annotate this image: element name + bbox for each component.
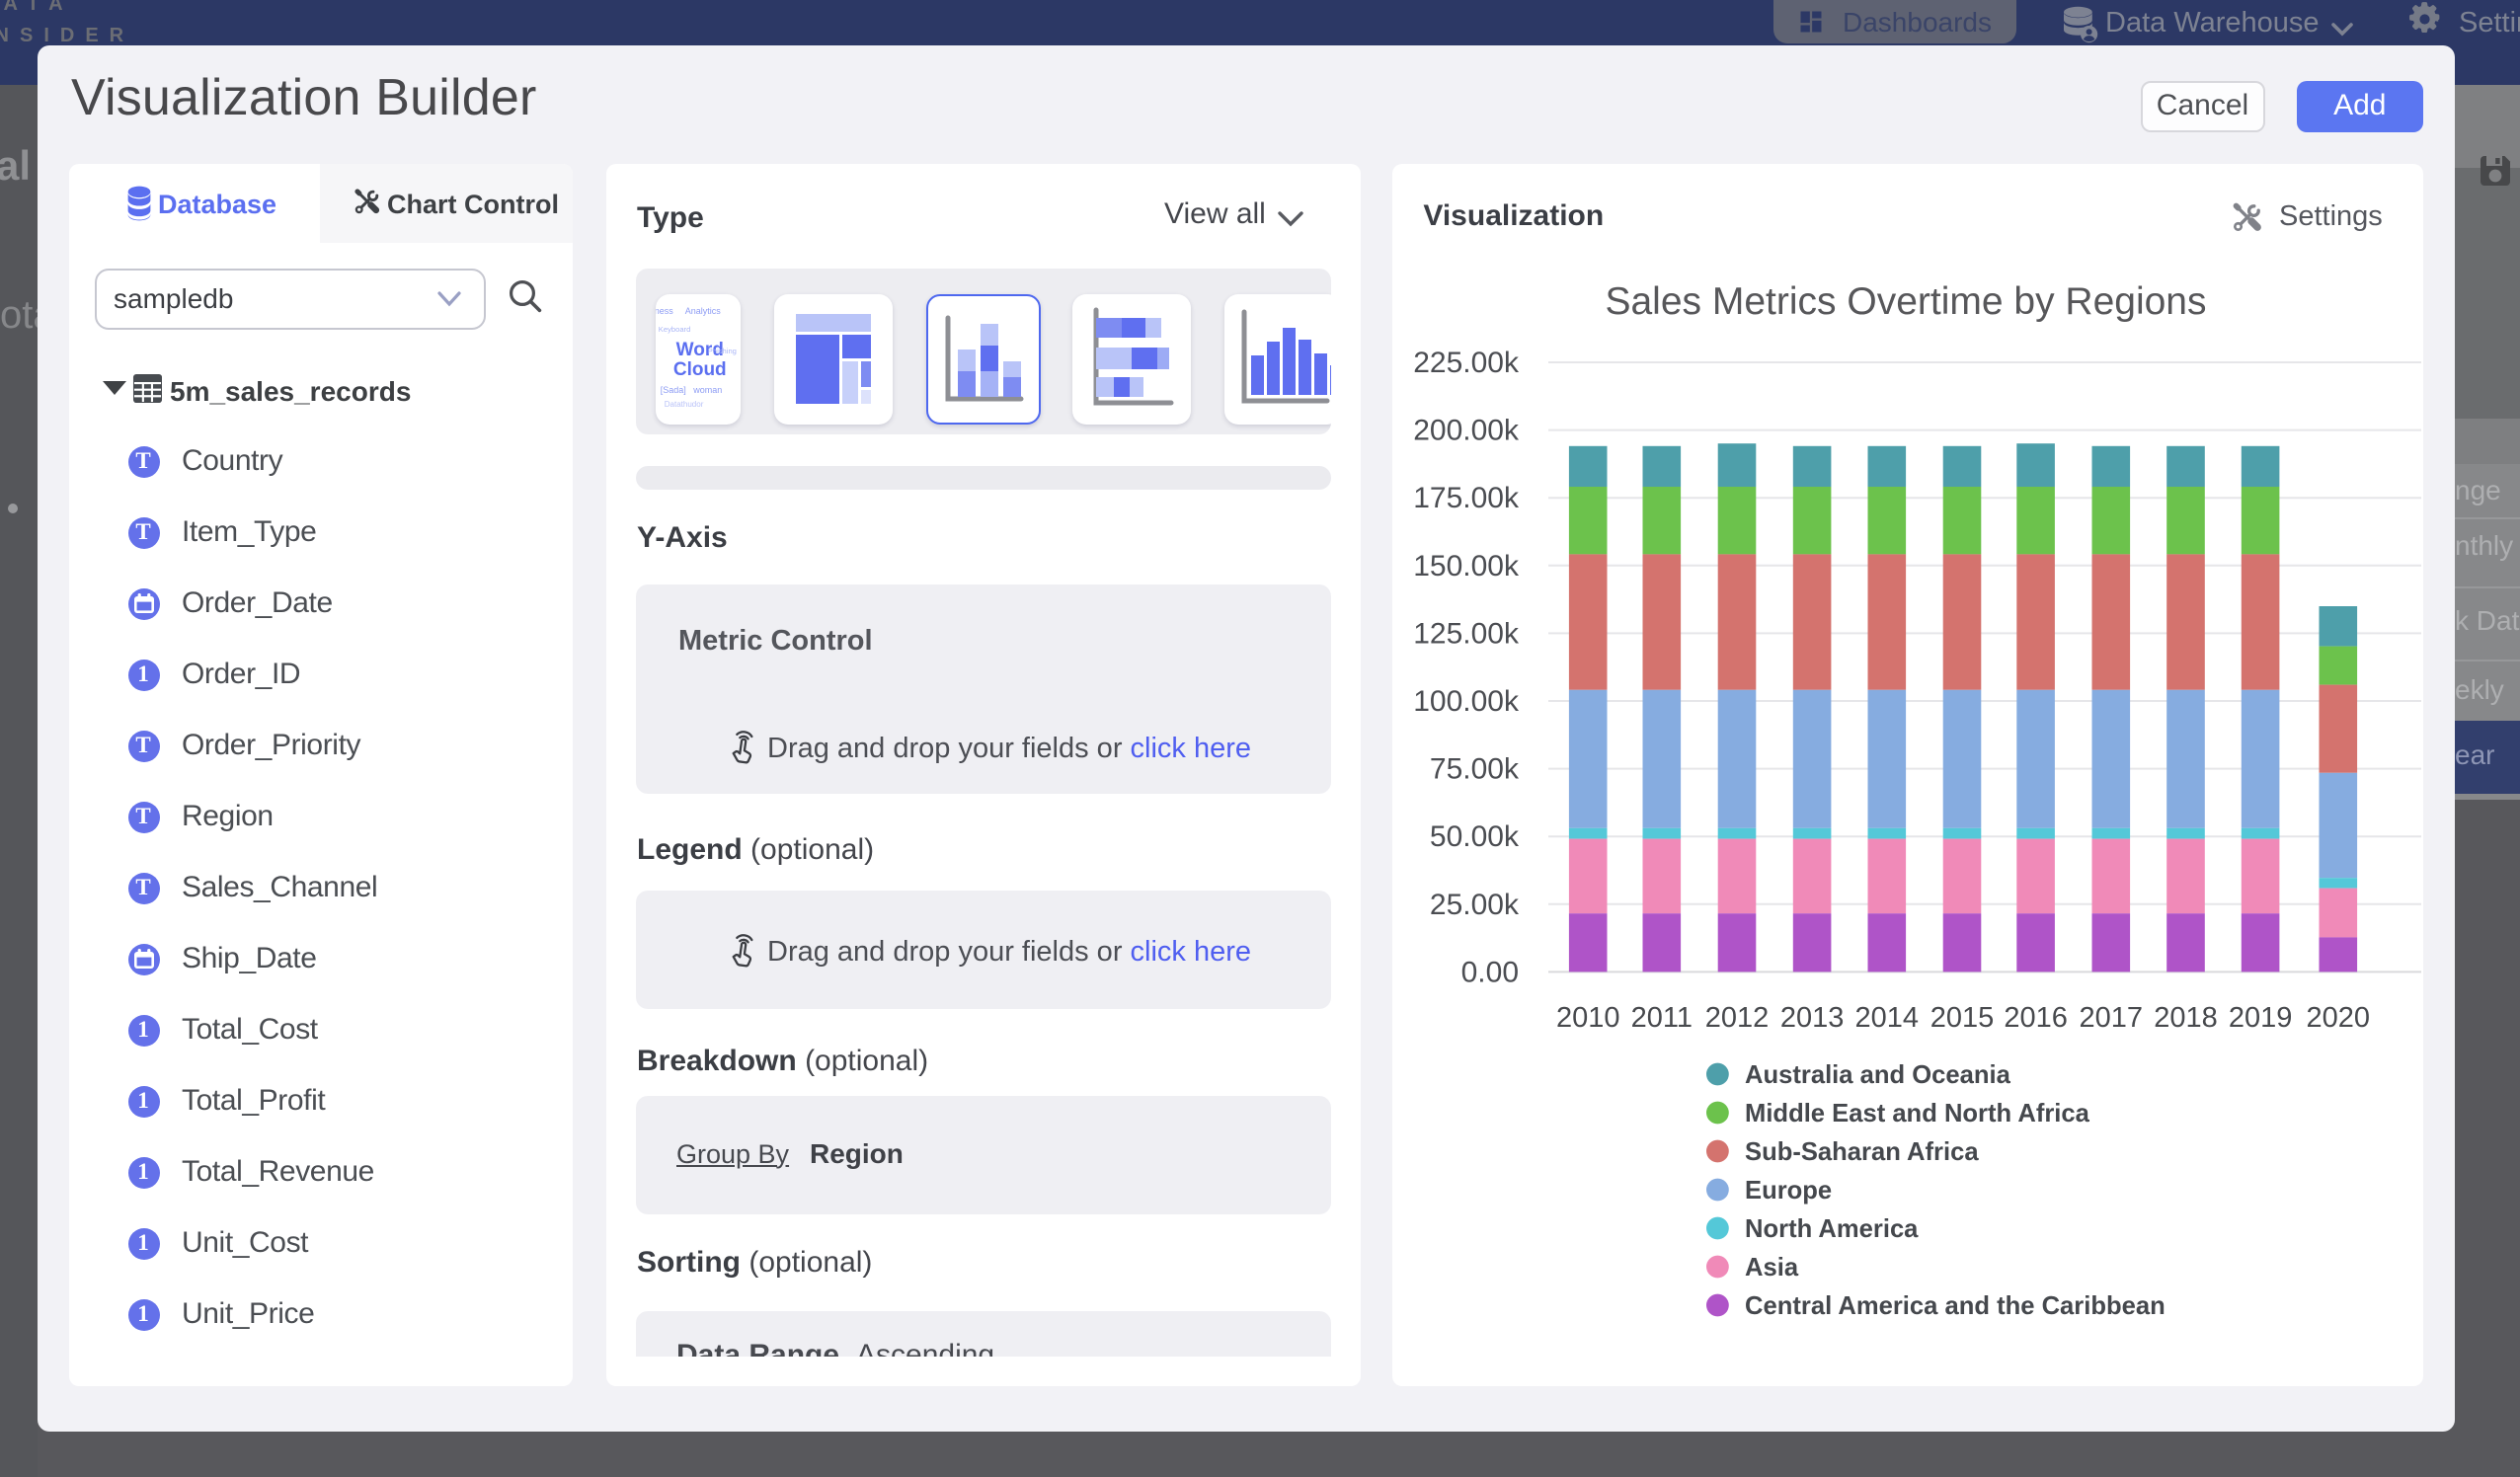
svg-text:2012: 2012 [1705, 1002, 1770, 1034]
svg-text:Australia and Oceania: Australia and Oceania [1745, 1061, 2011, 1089]
svg-text:2019: 2019 [2229, 1002, 2293, 1034]
svg-text:2010: 2010 [1556, 1002, 1620, 1034]
svg-text:175.00k: 175.00k [1413, 482, 1520, 514]
svg-text:125.00k: 125.00k [1413, 617, 1520, 650]
svg-text:2014: 2014 [1855, 1002, 1920, 1034]
svg-text:100.00k: 100.00k [1413, 685, 1520, 718]
svg-text:Asia: Asia [1745, 1254, 1799, 1282]
svg-text:225.00k: 225.00k [1413, 347, 1520, 379]
svg-text:Sales Metrics Overtime by Regi: Sales Metrics Overtime by Regions [1605, 280, 2206, 323]
svg-text:50.00k: 50.00k [1430, 820, 1520, 853]
svg-text:200.00k: 200.00k [1413, 415, 1520, 447]
svg-text:2015: 2015 [1930, 1002, 1995, 1034]
svg-text:2011: 2011 [1631, 1002, 1693, 1034]
svg-text:2016: 2016 [2004, 1002, 2068, 1034]
svg-text:0.00: 0.00 [1461, 956, 1519, 988]
svg-text:75.00k: 75.00k [1430, 753, 1520, 786]
svg-text:2013: 2013 [1780, 1002, 1845, 1034]
svg-text:Europe: Europe [1745, 1177, 1832, 1205]
svg-text:2017: 2017 [2080, 1002, 2144, 1034]
svg-text:150.00k: 150.00k [1413, 550, 1520, 583]
svg-text:Middle East and North Africa: Middle East and North Africa [1745, 1100, 2090, 1127]
svg-text:2020: 2020 [2307, 1002, 2371, 1034]
svg-text:North America: North America [1745, 1215, 1919, 1243]
svg-text:2018: 2018 [2154, 1002, 2218, 1034]
svg-text:Sub-Saharan Africa: Sub-Saharan Africa [1745, 1138, 1979, 1166]
svg-text:25.00k: 25.00k [1430, 889, 1520, 921]
svg-text:Central America and the Caribb: Central America and the Caribbean [1745, 1292, 2166, 1320]
